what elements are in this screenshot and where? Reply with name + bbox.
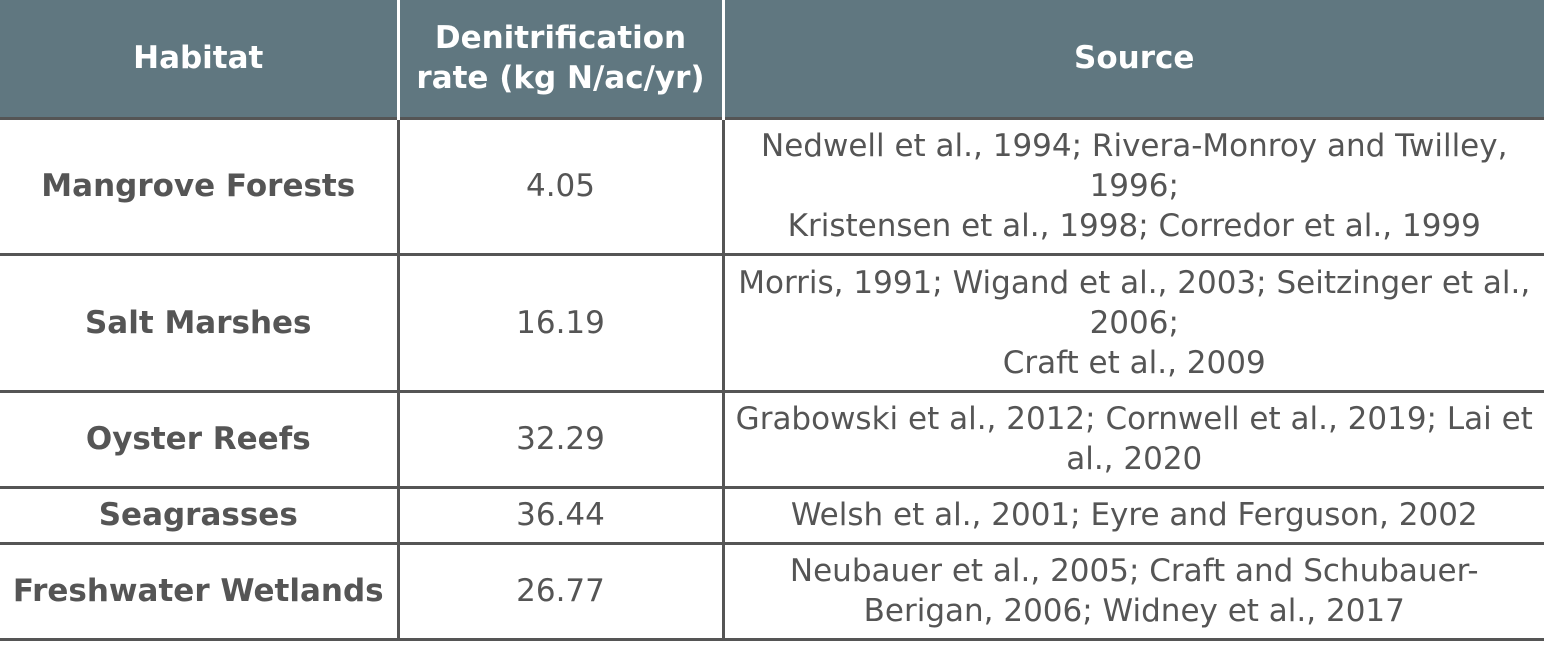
rate-cell: 4.05	[396, 116, 723, 254]
source-cell: Grabowski et al., 2012; Cornwell et al.,…	[721, 389, 1544, 487]
table-header: Habitat Denitrification rate (kg N/ac/yr…	[0, 0, 1544, 118]
rate-cell: 16.19	[396, 252, 723, 391]
rate-cell: 26.77	[396, 541, 723, 641]
rate-cell: 36.44	[396, 485, 723, 543]
habitat-cell: Seagrasses	[0, 485, 398, 543]
rate-cell: 32.29	[396, 389, 723, 487]
header-habitat: Habitat	[0, 0, 398, 118]
source-cell: Welsh et al., 2001; Eyre and Ferguson, 2…	[721, 485, 1544, 543]
habitat-cell: Salt Marshes	[0, 252, 398, 391]
header-source: Source	[721, 0, 1544, 118]
header-denitrification-rate: Denitrification rate (kg N/ac/yr)	[396, 0, 723, 118]
source-cell: Morris, 1991; Wigand et al., 2003; Seitz…	[721, 252, 1544, 391]
habitat-cell: Freshwater Wetlands	[0, 541, 398, 641]
table-row: Salt Marshes 16.19 Morris, 1991; Wigand …	[0, 252, 1544, 391]
source-cell: Neubauer et al., 2005; Craft and Schubau…	[721, 541, 1544, 641]
table-row: Freshwater Wetlands 26.77 Neubauer et al…	[0, 541, 1544, 641]
table-body: Mangrove Forests 4.05 Nedwell et al., 19…	[0, 116, 1544, 641]
habitat-cell: Mangrove Forests	[0, 116, 398, 254]
table-row: Seagrasses 36.44 Welsh et al., 2001; Eyr…	[0, 485, 1544, 543]
source-cell: Nedwell et al., 1994; Rivera-Monroy and …	[721, 116, 1544, 254]
habitat-cell: Oyster Reefs	[0, 389, 398, 487]
table-row: Oyster Reefs 32.29 Grabowski et al., 201…	[0, 389, 1544, 487]
header-row: Habitat Denitrification rate (kg N/ac/yr…	[0, 0, 1544, 118]
table-row: Mangrove Forests 4.05 Nedwell et al., 19…	[0, 116, 1544, 254]
